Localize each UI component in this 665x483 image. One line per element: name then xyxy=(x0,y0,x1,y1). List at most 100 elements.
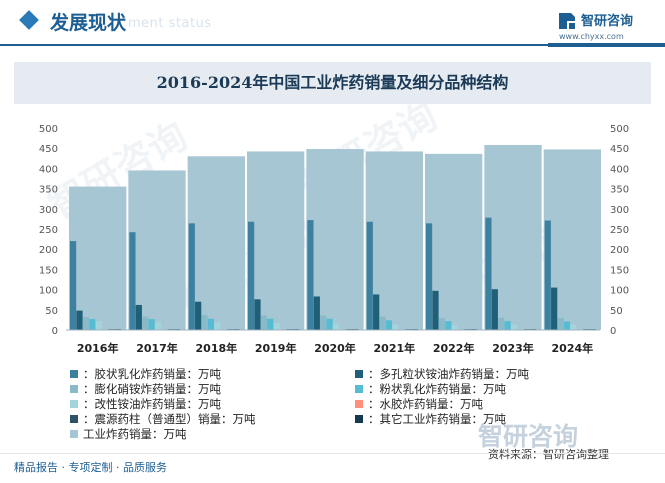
watermark-bottom: 智研咨询 xyxy=(478,422,579,451)
y-tick-label-right: 500 xyxy=(610,124,629,135)
bar-2 xyxy=(373,294,380,330)
x-tick-label: 2021年 xyxy=(374,341,416,355)
legend-swatch xyxy=(355,414,363,423)
header-divider-accent xyxy=(548,43,665,47)
legend-label: ：水胶炸药销量：万吨 xyxy=(368,397,483,411)
y-tick-label-left: 200 xyxy=(39,245,58,256)
logo-name: 智研咨询 xyxy=(581,14,634,29)
bar-2 xyxy=(254,299,261,330)
legend-swatch xyxy=(70,414,78,423)
bar-1 xyxy=(307,220,314,330)
bar-1 xyxy=(188,223,195,330)
legend-item: ：其它工业炸药销量：万吨 xyxy=(355,411,506,426)
bar-4 xyxy=(563,321,571,330)
y-tick-label-left: 450 xyxy=(39,144,58,155)
footer-tagline: 精品报告 · 专项定制 · 品质服务 xyxy=(14,461,167,474)
bar-4 xyxy=(385,320,393,330)
y-tick-label-right: 400 xyxy=(610,164,629,175)
bar-2 xyxy=(76,310,83,330)
bar-3 xyxy=(498,317,505,330)
logo-url: www.chyxx.com xyxy=(559,32,624,41)
ghost-subtitle: ment status xyxy=(128,16,212,31)
legend-item: ：粉状乳化炸药销量：万吨 xyxy=(355,381,506,396)
x-tick-label: 2019年 xyxy=(255,341,297,355)
bar-2 xyxy=(432,290,439,330)
bar-1 xyxy=(70,241,77,330)
y-tick-label-right: 450 xyxy=(610,144,629,155)
y-tick-label-right: 0 xyxy=(610,326,616,337)
bar-1 xyxy=(544,220,551,330)
x-tick-label: 2023年 xyxy=(492,341,534,355)
bar-4 xyxy=(445,321,452,330)
section-title: 发展现状 xyxy=(50,12,127,34)
legend-swatch xyxy=(355,384,363,393)
bar-2 xyxy=(491,289,498,330)
y-tick-label-left: 50 xyxy=(45,306,58,317)
legend-item: ：震源药柱（普通型）销量：万吨 xyxy=(70,411,256,426)
legend-swatch xyxy=(70,369,78,378)
bar-1 xyxy=(129,232,136,330)
legend-swatch xyxy=(70,384,78,393)
legend-label: ：胶状乳化炸药销量：万吨 xyxy=(83,367,221,381)
y-tick-label-left: 100 xyxy=(39,286,58,297)
x-tick-label: 2016年 xyxy=(77,341,119,355)
legend-label: 工业炸药销量：万吨 xyxy=(83,427,187,441)
legend-swatch xyxy=(355,369,363,378)
x-tick-label: 2020年 xyxy=(314,341,356,355)
bar-3 xyxy=(260,315,267,330)
bar-3 xyxy=(557,317,564,330)
y-tick-label-right: 100 xyxy=(610,286,629,297)
legend-item: ：膨化硝铵炸药销量：万吨 xyxy=(70,381,221,396)
footer-divider xyxy=(0,453,665,454)
bar-2 xyxy=(195,301,202,330)
y-tick-label-right: 300 xyxy=(610,205,629,216)
bar-5 xyxy=(451,325,458,330)
bar-4 xyxy=(148,319,155,330)
bar-3 xyxy=(201,315,208,330)
bar-total xyxy=(187,156,245,330)
x-tick-label: 2018年 xyxy=(196,341,238,355)
bar-4 xyxy=(267,318,274,330)
bar-2 xyxy=(551,287,558,330)
x-tick-label: 2022年 xyxy=(433,341,475,355)
legend-item: ：胶状乳化炸药销量：万吨 xyxy=(70,366,221,381)
legend-swatch xyxy=(70,429,78,438)
bar-5 xyxy=(570,324,577,330)
bar-5 xyxy=(392,324,399,330)
bar-3 xyxy=(142,316,149,330)
legend-item: ：改性铵油炸药销量：万吨 xyxy=(70,396,221,411)
bar-4 xyxy=(89,319,96,330)
bar-3 xyxy=(438,318,445,330)
legend-label: ：其它工业炸药销量：万吨 xyxy=(368,412,506,426)
y-tick-label-left: 300 xyxy=(39,205,58,216)
bar-2 xyxy=(135,304,142,330)
legend-label: ：震源药柱（普通型）销量：万吨 xyxy=(83,412,256,426)
bar-3 xyxy=(320,315,327,330)
bar-3 xyxy=(82,317,89,330)
y-tick-label-left: 350 xyxy=(39,185,58,196)
bar-5 xyxy=(510,324,518,330)
legend-swatch xyxy=(70,399,78,408)
chart-title: 2016-2024年中国工业炸药销量及细分品种结构 xyxy=(156,73,509,92)
y-tick-label-right: 200 xyxy=(610,245,629,256)
bar-5 xyxy=(154,322,162,330)
bar-5 xyxy=(95,321,102,330)
brand-logo: 智研咨询 www.chyxx.com xyxy=(557,10,657,46)
chart-title-bar: 2016-2024年中国工业炸药销量及细分品种结构 xyxy=(14,62,651,104)
bar-4 xyxy=(207,318,215,330)
bar-1 xyxy=(485,217,492,330)
bar-1 xyxy=(366,221,373,330)
y-tick-label-left: 400 xyxy=(39,164,58,175)
y-tick-label-left: 250 xyxy=(39,225,58,236)
legend-label: ：改性铵油炸药销量：万吨 xyxy=(83,397,221,411)
bar-5 xyxy=(214,322,221,330)
logo-mark-icon xyxy=(559,13,575,29)
bar-2 xyxy=(313,296,320,330)
legend-label: ：膨化硝铵炸药销量：万吨 xyxy=(83,382,221,396)
bar-5 xyxy=(273,323,280,330)
legend-item: 工业炸药销量：万吨 xyxy=(70,426,187,441)
x-tick-label: 2017年 xyxy=(136,341,178,355)
bar-total xyxy=(69,186,127,330)
y-tick-label-right: 50 xyxy=(610,306,623,317)
